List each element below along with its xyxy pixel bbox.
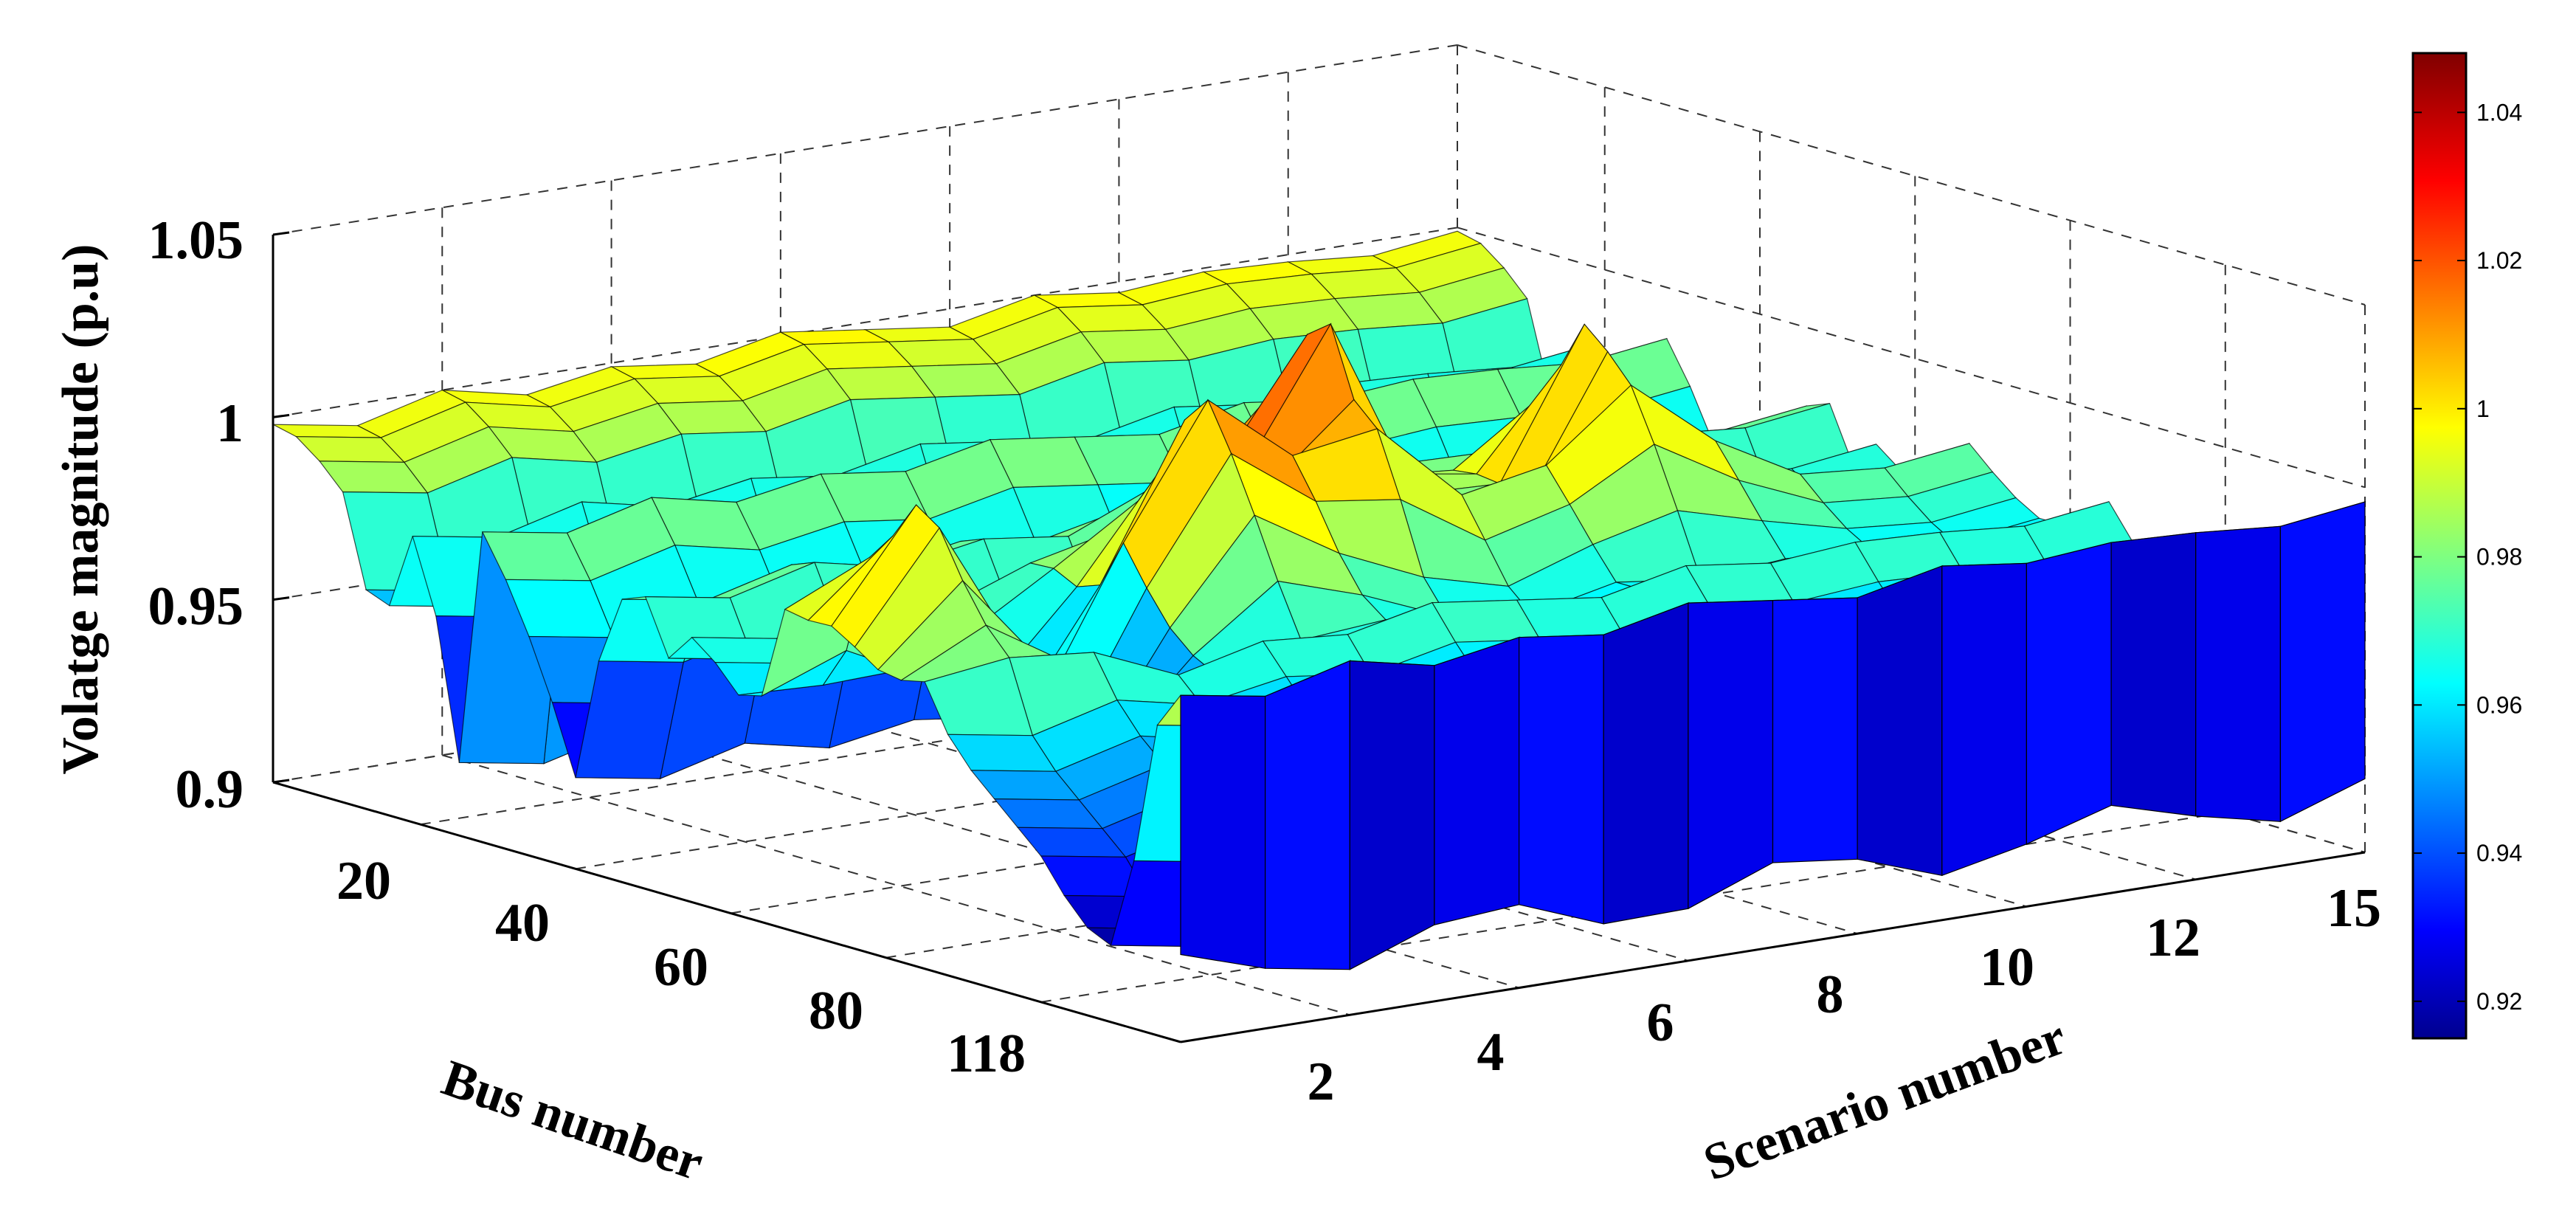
bus-axis-line	[272, 781, 1181, 1043]
z-tick	[272, 413, 290, 418]
grid-line	[442, 754, 1350, 1016]
scenario-axis: 2 4 6 8 10 12 15	[1308, 878, 2382, 1112]
surface-skirt-patch	[1434, 636, 1520, 925]
colorbar-tick-label: 0.96	[2476, 691, 2522, 718]
scenario-tick-label: 6	[1647, 993, 1674, 1053]
z-tick-label: 0.9	[176, 759, 244, 820]
scenario-axis-title: Scenario number	[1696, 1008, 2073, 1192]
grid-line	[272, 44, 1458, 235]
surface-skirt-patch	[1180, 694, 1266, 969]
bus-axis-title: Bus number	[435, 1049, 711, 1191]
z-tick-label: 1	[216, 393, 244, 454]
surface-skirt-patch	[1603, 602, 1689, 925]
z-tick-label: 0.95	[148, 576, 244, 637]
surface-skirt-patch	[2026, 542, 2112, 845]
colorbar-tick-label: 0.94	[2476, 840, 2522, 866]
z-tick	[272, 231, 290, 236]
surface-skirt-patch	[1519, 634, 1604, 925]
surface-skirt-patch	[1941, 562, 2027, 877]
surface-skirt-patch	[2110, 532, 2197, 817]
bus-tick-label: 80	[809, 981, 863, 1041]
axes-box	[272, 231, 2366, 1043]
grid-line	[1457, 227, 2366, 489]
grid-line	[272, 227, 1458, 418]
scenario-tick-label: 2	[1308, 1052, 1335, 1112]
bus-tick-label: 40	[495, 893, 550, 953]
z-tick-label: 1.05	[148, 210, 244, 271]
colorbar-tick-label: 1.04	[2476, 99, 2522, 125]
colorbar-ticks: 0.92 0.94 0.96 0.98 1 1.02 1.04	[2413, 99, 2522, 1015]
colorbar-tick-label: 1.02	[2476, 247, 2522, 274]
surface-plot	[272, 230, 2366, 970]
colorbar-tick-label: 0.98	[2476, 544, 2522, 570]
scenario-tick-label: 15	[2327, 878, 2381, 939]
grid-line	[1457, 44, 2366, 306]
colorbar-gradient	[2411, 52, 2468, 1040]
z-axis-title: Volatge magnitude (p.u)	[52, 244, 109, 775]
bus-tick-label: 60	[654, 937, 708, 998]
surface-skirt-patch	[2195, 525, 2281, 822]
colorbar-tick-label: 0.92	[2476, 988, 2522, 1015]
surface-skirt-patch	[1688, 599, 1774, 910]
surface-skirt-patch	[1264, 660, 1350, 970]
z-tick	[272, 779, 290, 784]
surface-skirt-patch	[1857, 565, 1943, 877]
colorbar: 0.92 0.94 0.96 0.98 1 1.02 1.04	[2411, 52, 2522, 1040]
bus-tick-label: 118	[947, 1024, 1026, 1084]
bus-axis: 20 40 60 80 118	[336, 851, 1026, 1084]
surface-skirt-patch	[1772, 597, 1858, 863]
scenario-axis-line	[1180, 851, 2366, 1043]
surface-skirt-patch	[2279, 501, 2366, 823]
scenario-tick-label: 12	[2146, 908, 2200, 968]
surface-skirt-patch	[1349, 660, 1435, 970]
grid-line	[780, 700, 1689, 962]
colorbar-tick-label: 1	[2476, 396, 2490, 422]
bus-tick-label: 20	[336, 851, 391, 911]
scenario-tick-label: 4	[1477, 1022, 1505, 1083]
scenario-tick-label: 8	[1817, 965, 1844, 1025]
scenario-tick-label: 10	[1980, 937, 2034, 998]
z-axis: 1.05 1 0.95 0.9	[148, 210, 244, 820]
z-tick	[272, 596, 290, 601]
